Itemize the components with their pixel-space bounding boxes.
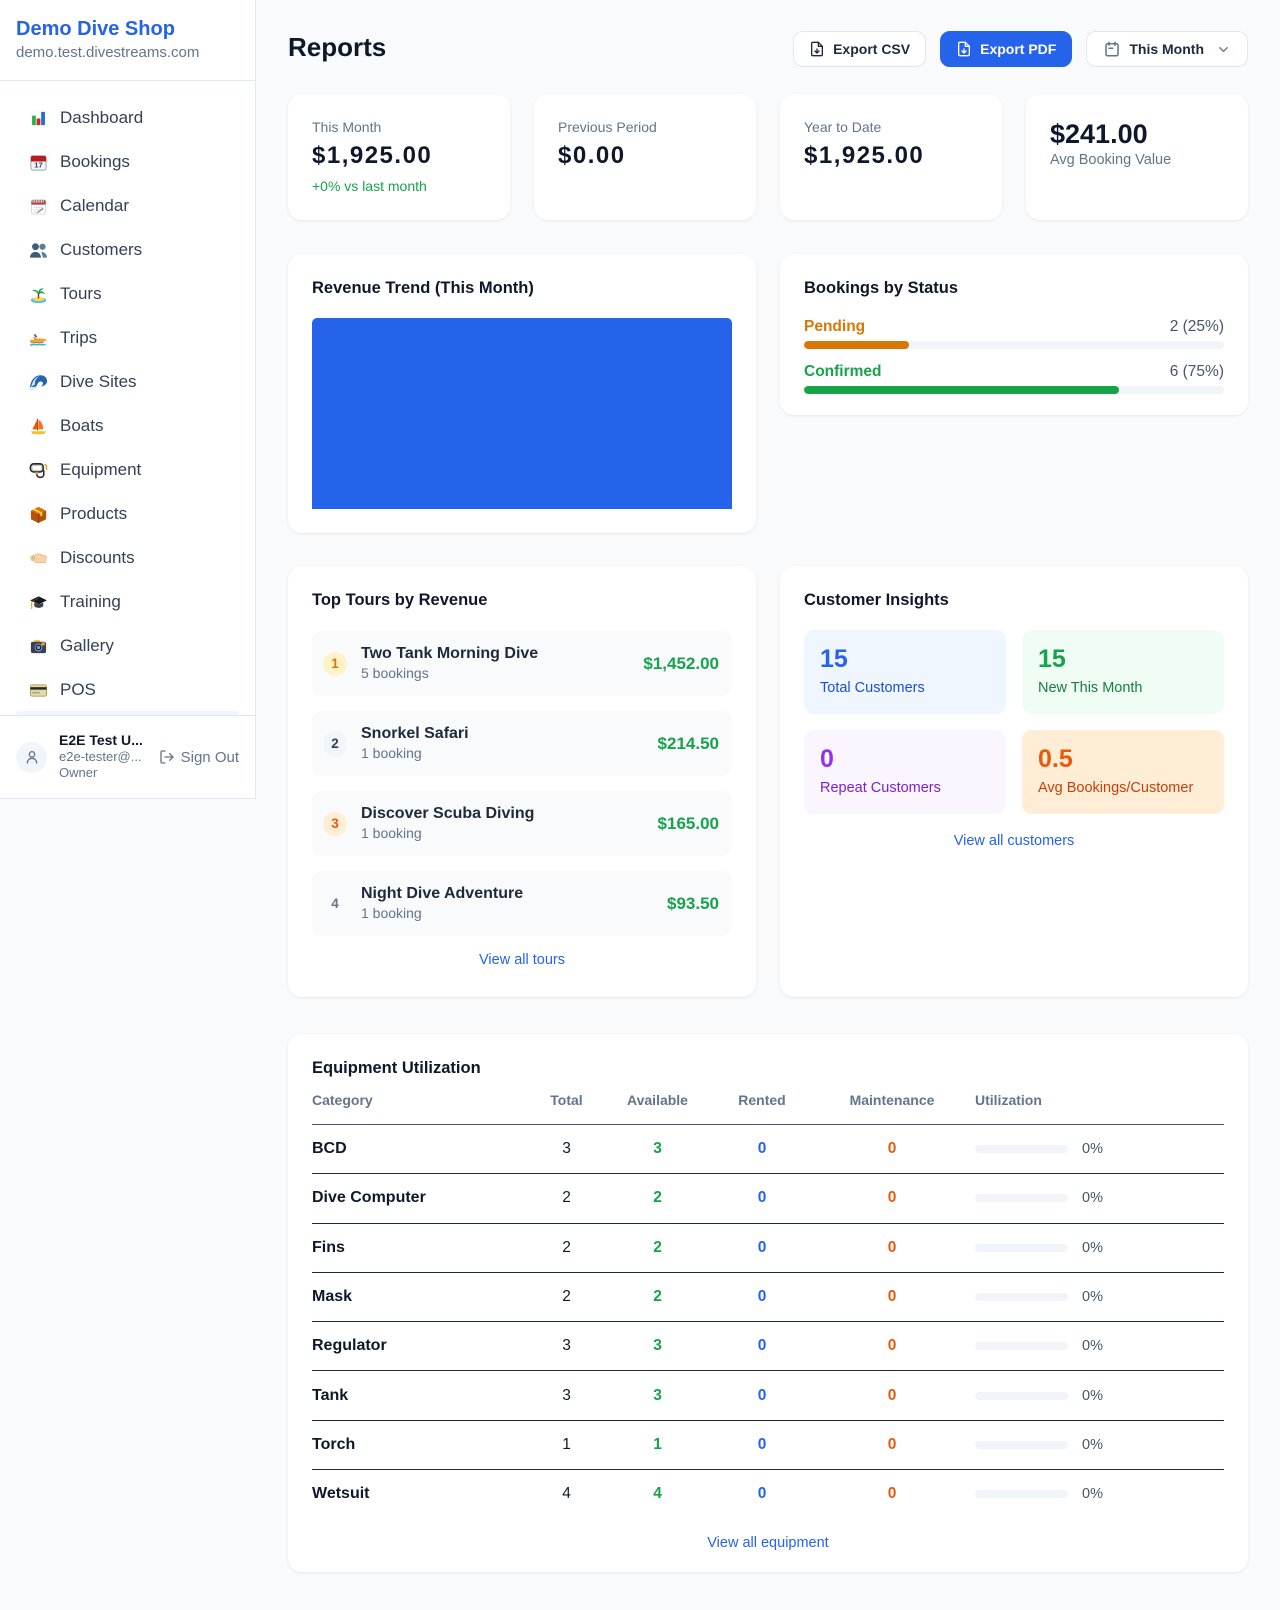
svg-text:17: 17 <box>34 160 42 169</box>
